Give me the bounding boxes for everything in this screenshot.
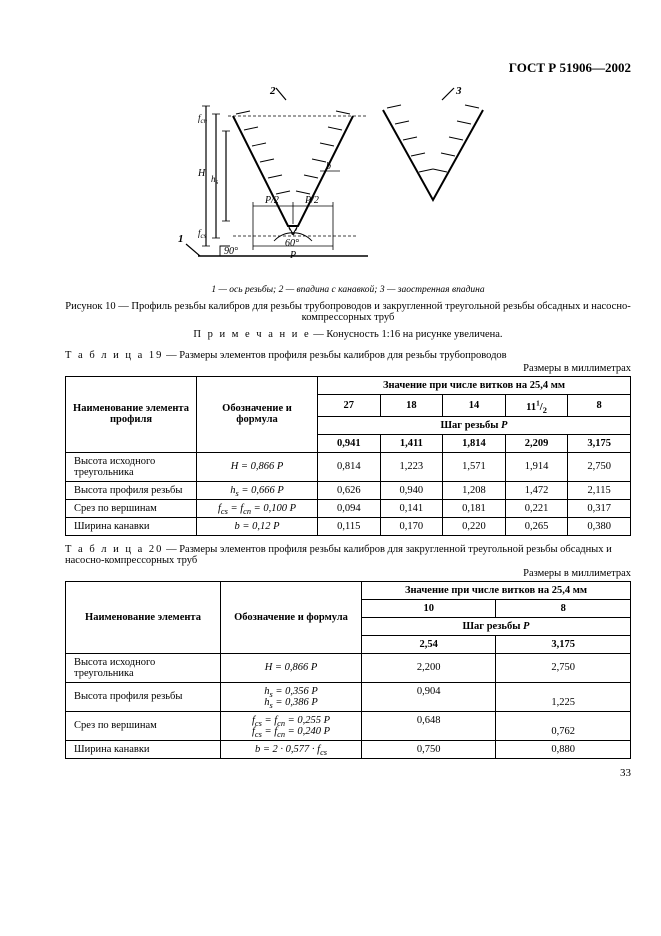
table-20-title: Т а б л и ц а 20 — Размеры элементов про…: [65, 544, 631, 566]
table-cell: 0,115: [318, 517, 381, 535]
svg-text:90°: 90°: [224, 246, 238, 257]
marker-1: 1: [178, 233, 184, 245]
table-cell: 2,115: [568, 481, 631, 499]
table-cell: 2,750: [496, 653, 631, 682]
t20-col2: Обозначение и формула: [221, 581, 362, 653]
table-19-title: Т а б л и ц а 19 — Размеры элементов про…: [65, 350, 631, 361]
table-row-name: Срез по вершинам: [66, 499, 197, 517]
table-row-formula: hs = 0,666 P: [197, 481, 318, 499]
table-row-formula: H = 0,866 P: [221, 653, 362, 682]
table-cell: 0,265: [505, 517, 568, 535]
label-H: H: [197, 168, 206, 179]
table-cell: 0,181: [443, 499, 506, 517]
t19-v-11half: 111/2: [526, 402, 547, 413]
figure-caption: Рисунок 10 — Профиль резьбы калибров для…: [65, 301, 631, 323]
table-20-units: Размеры в миллиметрах: [65, 568, 631, 579]
table-cell: 2,750: [568, 452, 631, 481]
table-20: Наименование элемента Обозначение и форм…: [65, 581, 631, 759]
table-row-formula: fcs = fcn = 0,255 Pfcs = fcn = 0,240 P: [221, 711, 362, 740]
table-cell: 0,141: [380, 499, 443, 517]
table-row-name: Срез по вершинам: [66, 711, 221, 740]
t20-col1: Наименование элемента: [66, 581, 221, 653]
svg-text:b: b: [326, 161, 331, 172]
table-row-formula: fcs = fcn = 0,100 P: [197, 499, 318, 517]
table-row-formula: b = 2 · 0,577 · fcs: [221, 740, 362, 758]
table-cell: 0,317: [568, 499, 631, 517]
table-cell: 0,648: [362, 711, 496, 740]
t20-col3: Значение при числе витков на 25,4 мм: [362, 581, 631, 599]
table-cell: 1,223: [380, 452, 443, 481]
table-cell: 1,225: [496, 682, 631, 711]
table-row-formula: b = 0,12 P: [197, 517, 318, 535]
table-cell: 0,094: [318, 499, 381, 517]
table-cell: 0,750: [362, 740, 496, 758]
table-cell: 1,571: [443, 452, 506, 481]
table-cell: 0,814: [318, 452, 381, 481]
t19-col1: Наименование элемента профиля: [66, 377, 197, 453]
table-cell: 2,200: [362, 653, 496, 682]
table-cell: 0,626: [318, 481, 381, 499]
table-row-name: Высота профиля резьбы: [66, 682, 221, 711]
figure-10: H hs fcn fcs P/2 P/2 P b 60° 90° 1 2 3: [65, 86, 631, 279]
table-cell: 0,220: [443, 517, 506, 535]
table-row-name: Ширина канавки: [66, 740, 221, 758]
svg-text:hs: hs: [211, 174, 219, 186]
document-id: ГОСТ Р 51906—2002: [65, 60, 631, 76]
table-cell: 1,472: [505, 481, 568, 499]
table-cell: 0,880: [496, 740, 631, 758]
table-cell: 0,940: [380, 481, 443, 499]
table-row-formula: H = 0,866 P: [197, 452, 318, 481]
table-19-units: Размеры в миллиметрах: [65, 363, 631, 374]
table-row-name: Высота профиля резьбы: [66, 481, 197, 499]
table-cell: 1,914: [505, 452, 568, 481]
table-row-name: Высота исходного треугольника: [66, 653, 221, 682]
table-cell: 0,904: [362, 682, 496, 711]
table-cell: 0,170: [380, 517, 443, 535]
figure-note: П р и м е ч а н и е — Конусность 1:16 на…: [65, 329, 631, 340]
svg-text:60°: 60°: [285, 238, 299, 249]
svg-text:P: P: [289, 250, 296, 261]
marker-2: 2: [269, 86, 276, 97]
svg-text:P/2: P/2: [304, 195, 319, 206]
page-number: 33: [65, 767, 631, 779]
t19-pitch-label: Шаг резьбы P: [441, 420, 508, 431]
table-cell: 1,208: [443, 481, 506, 499]
table-row-name: Ширина канавки: [66, 517, 197, 535]
table-row-name: Высота исходного треугольника: [66, 452, 197, 481]
table-cell: 0,380: [568, 517, 631, 535]
marker-3: 3: [455, 86, 462, 97]
t19-col3: Значение при числе витков на 25,4 мм: [318, 377, 631, 395]
table-cell: 0,221: [505, 499, 568, 517]
t19-col2: Обозначение и формула: [197, 377, 318, 453]
table-row-formula: hs = 0,356 Phs = 0,386 P: [221, 682, 362, 711]
table-cell: 0,762: [496, 711, 631, 740]
table-19: Наименование элемента профиля Обозначени…: [65, 376, 631, 536]
figure-legend: 1 — ось резьбы; 2 — впадина с канавкой; …: [65, 285, 631, 295]
svg-text:fcs: fcs: [198, 228, 207, 240]
svg-text:P/2: P/2: [264, 195, 279, 206]
